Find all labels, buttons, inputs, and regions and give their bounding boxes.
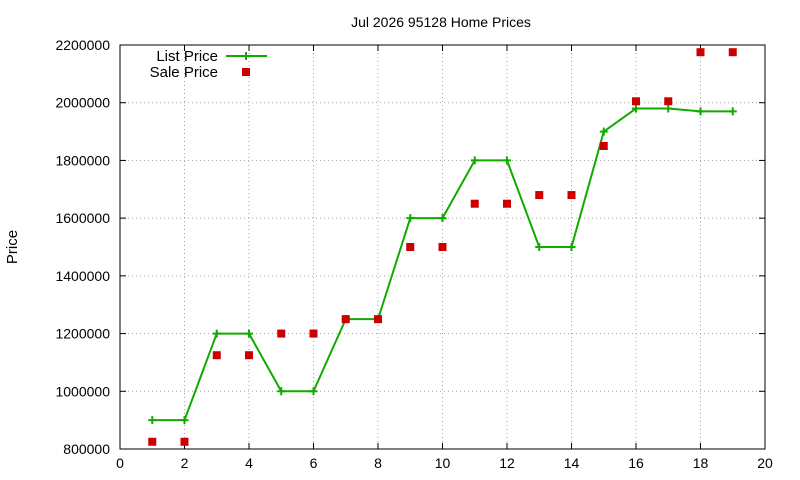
x-tick-label: 16 bbox=[628, 455, 644, 471]
chart-title: Jul 2026 95128 Home Prices bbox=[351, 14, 531, 30]
sale-price-point bbox=[503, 199, 511, 208]
axis-ticks: 0 2 4 6 8 10 12 14 16 18 20 800000 1000000 1200000 140… bbox=[55, 37, 773, 471]
gridlines bbox=[120, 45, 765, 449]
list-price-point bbox=[148, 416, 157, 425]
x-tick-label: 6 bbox=[310, 455, 318, 471]
list-price-point bbox=[535, 243, 544, 251]
list-price-point bbox=[406, 214, 415, 223]
y-axis-label: Price bbox=[4, 230, 21, 264]
list-price-point bbox=[277, 387, 286, 396]
list-price-point bbox=[503, 156, 511, 165]
list-price-point bbox=[567, 243, 576, 251]
sale-price-point bbox=[632, 97, 640, 106]
sale-price-point bbox=[374, 315, 382, 324]
sale-price-point bbox=[470, 199, 479, 208]
y-tick-label: 1400000 bbox=[55, 268, 110, 284]
y-tick-label: 1200000 bbox=[55, 326, 110, 342]
list-price-point bbox=[470, 156, 479, 165]
legend-marker-sale-price bbox=[242, 68, 250, 76]
list-price-series bbox=[148, 104, 737, 425]
legend: List Price Sale Price bbox=[150, 48, 267, 81]
sale-price-point bbox=[309, 329, 318, 338]
sale-price-point bbox=[567, 191, 576, 200]
sale-price-point bbox=[696, 48, 705, 57]
x-tick-label: 0 bbox=[116, 455, 124, 471]
sale-price-point bbox=[406, 243, 415, 251]
x-tick-label: 20 bbox=[757, 455, 773, 471]
list-price-point bbox=[245, 329, 253, 338]
sale-price-point bbox=[212, 351, 221, 360]
x-tick-label: 18 bbox=[693, 455, 709, 471]
sale-price-point bbox=[599, 142, 608, 150]
list-price-point bbox=[599, 127, 608, 136]
list-price-point bbox=[696, 107, 705, 116]
sale-price-series bbox=[148, 48, 737, 446]
y-tick-label: 1800000 bbox=[55, 152, 110, 168]
y-tick-label: 2200000 bbox=[55, 37, 110, 53]
sale-price-point bbox=[277, 329, 286, 338]
y-tick-label: 2000000 bbox=[55, 95, 110, 111]
list-price-point bbox=[212, 329, 221, 338]
list-price-point bbox=[728, 107, 737, 116]
x-tick-label: 12 bbox=[499, 455, 515, 471]
y-tick-label: 1600000 bbox=[55, 210, 110, 226]
list-price-point bbox=[438, 214, 447, 223]
list-price-point bbox=[632, 104, 640, 113]
sale-price-point bbox=[148, 437, 157, 446]
sale-price-point bbox=[728, 48, 737, 57]
plot-frame bbox=[119, 44, 766, 450]
x-tick-label: 2 bbox=[181, 455, 189, 471]
sale-price-point bbox=[438, 243, 447, 251]
list-price-point bbox=[309, 387, 318, 396]
list-price-point bbox=[664, 104, 673, 113]
legend-marker-list-price bbox=[242, 52, 250, 60]
legend-label-list-price: List Price bbox=[156, 48, 218, 65]
sale-price-point bbox=[341, 315, 350, 324]
sale-price-point bbox=[245, 351, 253, 360]
sale-price-point bbox=[664, 97, 673, 106]
legend-label-sale-price: Sale Price bbox=[150, 64, 218, 81]
x-tick-label: 14 bbox=[564, 455, 580, 471]
sale-price-point bbox=[180, 437, 189, 446]
x-tick-label: 4 bbox=[245, 455, 253, 471]
x-tick-label: 10 bbox=[435, 455, 451, 471]
y-tick-label: 800000 bbox=[63, 441, 110, 457]
list-price-point bbox=[180, 416, 189, 425]
x-tick-label: 8 bbox=[374, 455, 382, 471]
y-tick-label: 1000000 bbox=[55, 383, 110, 399]
sale-price-point bbox=[535, 191, 544, 200]
